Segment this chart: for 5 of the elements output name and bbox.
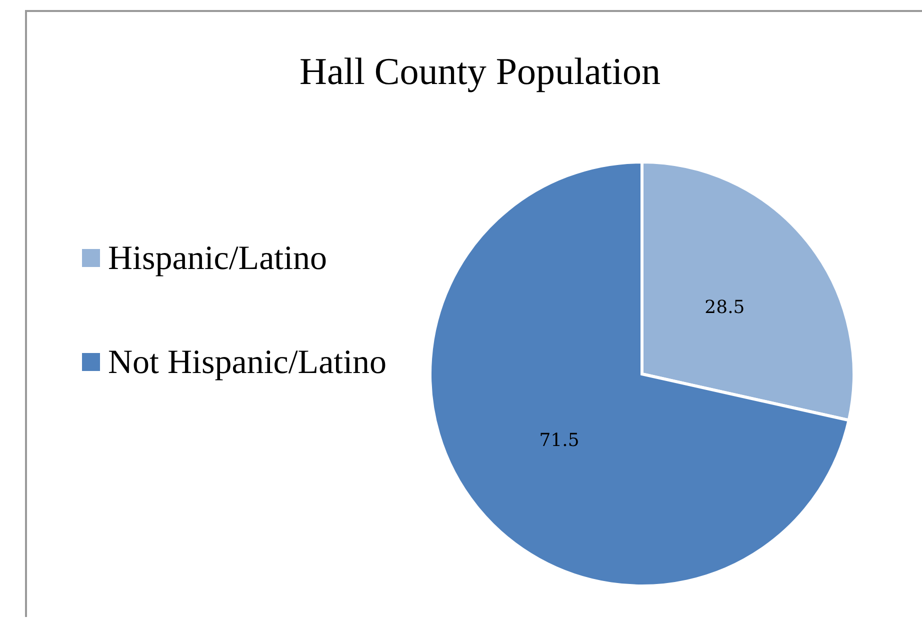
- legend-label: Hispanic/Latino: [108, 239, 328, 279]
- chart-title: Hall County Population: [298, 50, 662, 94]
- data-label: 71.5: [539, 430, 580, 451]
- data-label: 28.5: [704, 297, 745, 318]
- legend-label: Not Hispanic/Latino: [108, 343, 388, 383]
